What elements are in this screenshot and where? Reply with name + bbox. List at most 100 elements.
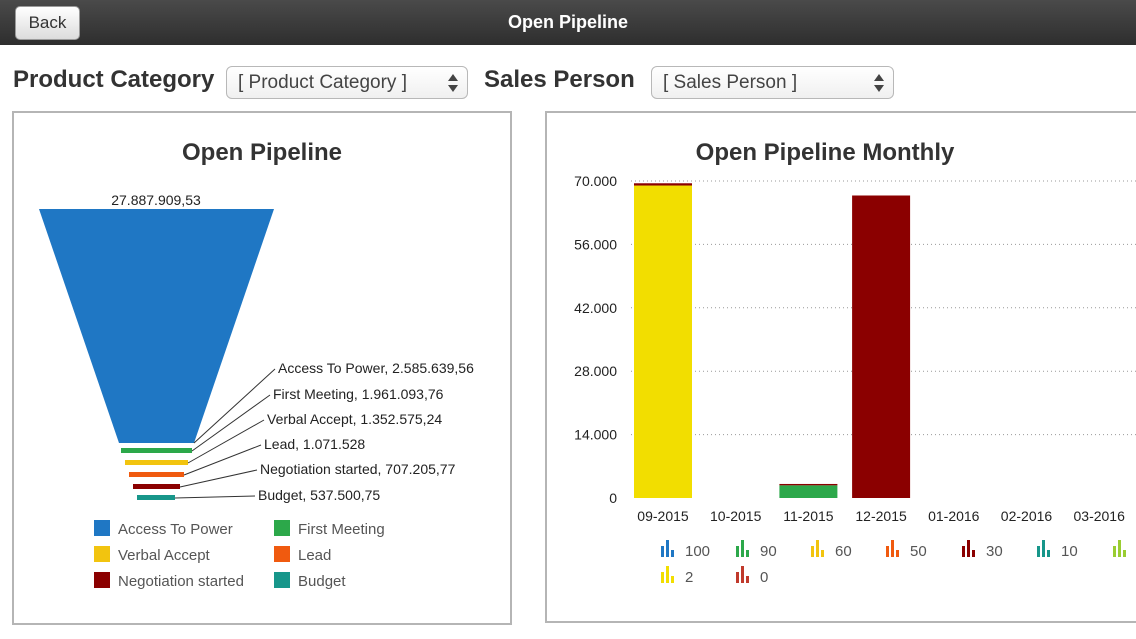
legend-bar-icon — [972, 550, 975, 557]
top-bar: Back Open Pipeline — [0, 0, 1136, 45]
funnel-label-verbal-accept: Verbal Accept, 1.352.575,24 — [267, 411, 442, 427]
funnel-segment-first-meeting — [121, 448, 192, 453]
legend-label-lead[interactable]: Lead — [298, 547, 331, 564]
funnel-leader-line — [193, 368, 276, 444]
legend-bar-icon — [671, 550, 674, 557]
legend-label: 60 — [835, 543, 852, 560]
funnel-top-label: 27.887.909,53 — [111, 192, 201, 208]
legend-bar-icon — [821, 550, 824, 557]
legend-bar-icon — [661, 572, 664, 583]
bar-chart-panel: Open Pipeline Monthly 70.000 56.000 42.000… — [545, 111, 1136, 623]
funnel-leader-line — [183, 444, 262, 476]
bar-12-2015-series-30[interactable] — [852, 195, 911, 498]
legend-bar-icon — [1047, 550, 1050, 557]
funnel-chart-panel: Open Pipeline 27.887.909,53 Access To Pow… — [12, 111, 512, 625]
legend-item-60[interactable]: 60 — [811, 540, 852, 560]
legend-label-first-meeting[interactable]: First Meeting — [298, 521, 385, 538]
legend-label-access-to-power[interactable]: Access To Power — [118, 521, 233, 538]
bar-09-2015-series-60[interactable] — [634, 185, 692, 498]
sales-person-select[interactable]: [ Sales Person ] — [651, 66, 894, 99]
legend-label: 100 — [685, 543, 710, 560]
select-arrows-icon — [448, 74, 458, 92]
x-tick-label: 09-2015 — [637, 508, 689, 524]
product-category-value: [ Product Category ] — [238, 72, 407, 93]
product-category-select[interactable]: [ Product Category ] — [226, 66, 468, 99]
legend-label-verbal-accept[interactable]: Verbal Accept — [118, 547, 211, 564]
legend-item-50[interactable]: 50 — [886, 540, 927, 560]
bar-11-2015-series-90[interactable] — [779, 485, 838, 498]
legend-item-unlabeled[interactable] — [1113, 540, 1126, 557]
legend-label: 90 — [760, 543, 777, 560]
legend-bar-icon — [741, 540, 744, 557]
legend-swatch-first-meeting — [274, 520, 290, 536]
legend-bar-icon — [661, 546, 664, 557]
sales-person-label: Sales Person — [484, 66, 635, 93]
funnel-segment-lead — [129, 472, 184, 477]
legend-label: 50 — [910, 543, 927, 560]
x-tick-label: 10-2015 — [710, 508, 762, 524]
funnel-chart-title: Open Pipeline — [181, 139, 343, 166]
legend-swatch-access-to-power — [94, 520, 110, 536]
x-tick-label: 01-2016 — [928, 508, 980, 524]
legend-bar-icon — [746, 550, 749, 557]
legend-bar-icon — [967, 540, 970, 557]
back-button[interactable]: Back — [15, 6, 80, 40]
funnel-leader-line — [191, 394, 271, 452]
select-arrows-icon — [874, 74, 884, 92]
legend-label-negotiation-started[interactable]: Negotiation started — [118, 573, 244, 590]
legend-bar-icon — [1113, 546, 1116, 557]
page-title: Open Pipeline — [507, 12, 629, 32]
funnel-label-budget: Budget, 537.500,75 — [258, 487, 380, 503]
legend-item-10[interactable]: 10 — [1037, 540, 1078, 560]
legend-bar-icon — [962, 546, 965, 557]
bar-09-2015-series-30[interactable] — [634, 183, 692, 186]
y-tick-label: 14.000 — [574, 427, 617, 443]
bar-chart-title: Open Pipeline Monthly — [695, 139, 955, 166]
funnel-segment-verbal-accept — [125, 460, 188, 465]
funnel-segment-budget — [137, 495, 175, 500]
legend-item-100[interactable]: 100 — [661, 540, 710, 560]
legend-swatch-budget — [274, 572, 290, 588]
legend-bar-icon — [1123, 550, 1126, 557]
funnel-segment-total — [39, 209, 274, 443]
x-tick-label: 02-2016 — [1001, 508, 1053, 524]
legend-bar-icon — [896, 550, 899, 557]
y-tick-label: 70.000 — [574, 173, 617, 189]
y-tick-label: 56.000 — [574, 236, 617, 252]
legend-item-2[interactable]: 2 — [661, 566, 693, 586]
bar-chart: 70.000 56.000 42.000 28.000 14.000 0 09-2015 10… — [574, 173, 1136, 586]
legend-bar-icon — [736, 572, 739, 583]
y-tick-label: 28.000 — [574, 363, 617, 379]
legend-label-budget[interactable]: Budget — [298, 573, 346, 590]
legend-label: 2 — [685, 569, 693, 586]
x-tick-label: 03-2016 — [1074, 508, 1126, 524]
legend-bar-icon — [666, 566, 669, 583]
x-tick-label: 11-2015 — [783, 508, 834, 524]
legend-bar-icon — [811, 546, 814, 557]
y-tick-label: 42.000 — [574, 300, 617, 316]
funnel-segment-negotiation-started — [133, 484, 180, 489]
funnel-leader-line — [174, 495, 256, 499]
funnel-label-first-meeting: First Meeting, 1.961.093,76 — [273, 386, 444, 402]
legend-item-30[interactable]: 30 — [962, 540, 1003, 560]
legend-swatch-verbal-accept — [94, 546, 110, 562]
y-tick-label: 0 — [609, 490, 617, 506]
legend-bar-icon — [666, 540, 669, 557]
legend-bar-icon — [1042, 540, 1045, 557]
x-tick-label: 12-2015 — [855, 508, 907, 524]
bar-11-2015-series-30[interactable] — [779, 483, 838, 486]
legend-item-0[interactable]: 0 — [736, 566, 768, 586]
funnel-chart: 27.887.909,53 Access To Power, 2.585.639,… — [39, 192, 474, 590]
funnel-label-negotiation-started: Negotiation started, 707.205,77 — [260, 461, 456, 477]
sales-person-value: [ Sales Person ] — [663, 72, 798, 93]
legend-bar-icon — [741, 566, 744, 583]
legend-label: 0 — [760, 569, 768, 586]
legend-bar-icon — [736, 546, 739, 557]
legend-bar-icon — [886, 546, 889, 557]
legend-bar-icon — [816, 540, 819, 557]
legend-swatch-lead — [274, 546, 290, 562]
product-category-label: Product Category — [13, 66, 215, 93]
legend-bar-icon — [1118, 540, 1121, 557]
legend-swatch-negotiation-started — [94, 572, 110, 588]
legend-item-90[interactable]: 90 — [736, 540, 777, 560]
